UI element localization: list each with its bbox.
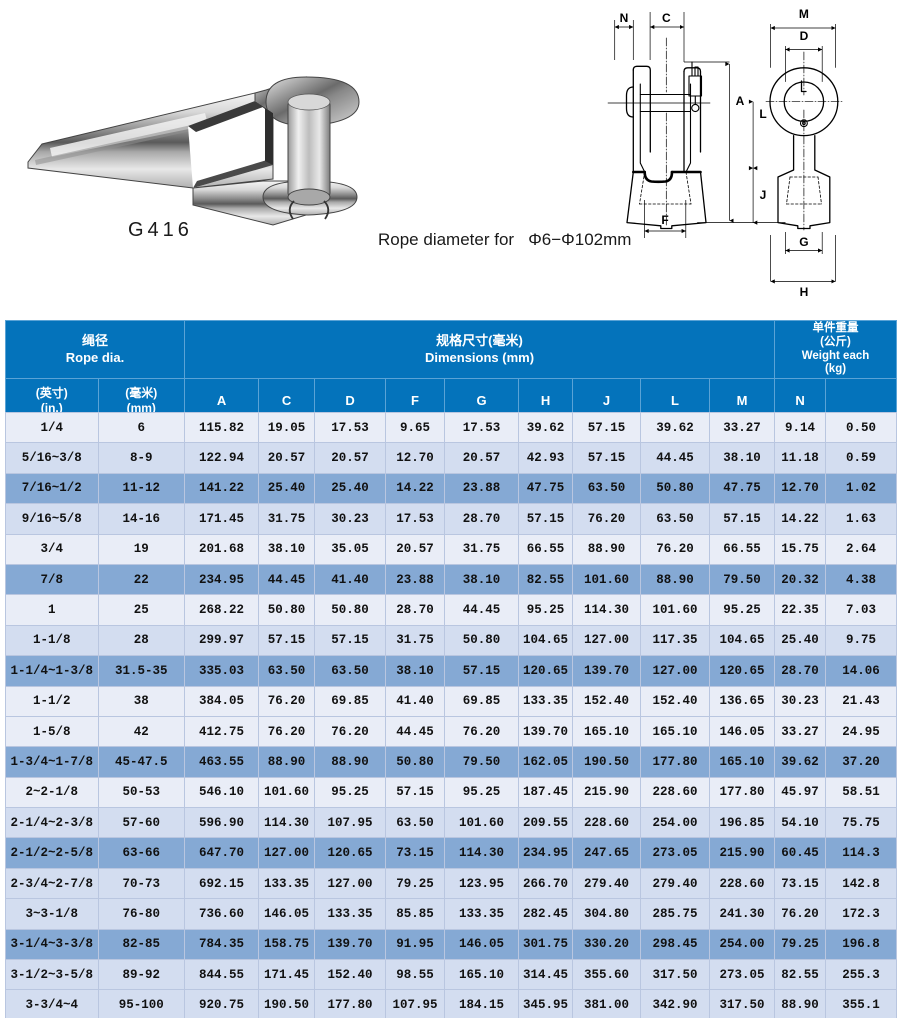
svg-text:H: H [800,285,809,299]
svg-text:D: D [800,29,809,43]
svg-text:C: C [662,11,671,25]
svg-text:N: N [620,11,629,25]
svg-text:J: J [760,188,767,202]
svg-text:A: A [736,94,745,108]
svg-text:M: M [799,7,809,21]
svg-text:L: L [759,107,766,121]
svg-text:G: G [799,235,808,249]
svg-text:F: F [661,213,668,227]
